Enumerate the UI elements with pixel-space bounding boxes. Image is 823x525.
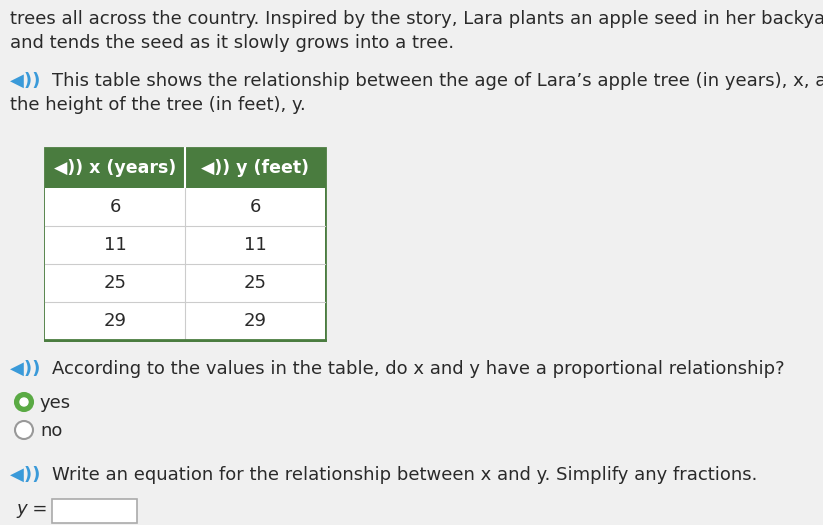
Text: y =: y =: [16, 500, 48, 518]
Text: 29: 29: [104, 312, 127, 330]
Text: ◀︎)): ◀︎)): [10, 72, 40, 90]
FancyBboxPatch shape: [45, 226, 325, 264]
FancyBboxPatch shape: [45, 148, 325, 188]
Circle shape: [15, 421, 33, 439]
Text: yes: yes: [40, 394, 71, 412]
Text: ◀︎)) y (feet): ◀︎)) y (feet): [201, 159, 309, 177]
Text: This table shows the relationship between the age of Lara’s apple tree (in years: This table shows the relationship betwee…: [52, 72, 823, 90]
Text: 25: 25: [244, 274, 267, 292]
Text: 11: 11: [244, 236, 267, 254]
Text: no: no: [40, 422, 63, 440]
FancyBboxPatch shape: [52, 499, 137, 523]
Text: the height of the tree (in feet), y.: the height of the tree (in feet), y.: [10, 96, 306, 114]
Text: ◀︎)): ◀︎)): [10, 466, 40, 484]
FancyBboxPatch shape: [45, 264, 325, 302]
Text: Write an equation for the relationship between x and y. Simplify any fractions.: Write an equation for the relationship b…: [52, 466, 757, 484]
Text: 6: 6: [249, 198, 261, 216]
Text: and tends the seed as it slowly grows into a tree.: and tends the seed as it slowly grows in…: [10, 34, 454, 52]
Circle shape: [20, 398, 28, 406]
Text: 6: 6: [109, 198, 121, 216]
Text: 11: 11: [104, 236, 127, 254]
Text: 25: 25: [104, 274, 127, 292]
Text: 29: 29: [244, 312, 267, 330]
Text: According to the values in the table, do x and y have a proportional relationshi: According to the values in the table, do…: [52, 360, 784, 378]
Circle shape: [15, 393, 33, 411]
FancyBboxPatch shape: [45, 188, 325, 226]
FancyBboxPatch shape: [45, 302, 325, 340]
Text: ◀︎)) x (years): ◀︎)) x (years): [53, 159, 176, 177]
Text: ◀︎)): ◀︎)): [10, 360, 40, 378]
Text: trees all across the country. Inspired by the story, Lara plants an apple seed i: trees all across the country. Inspired b…: [10, 10, 823, 28]
